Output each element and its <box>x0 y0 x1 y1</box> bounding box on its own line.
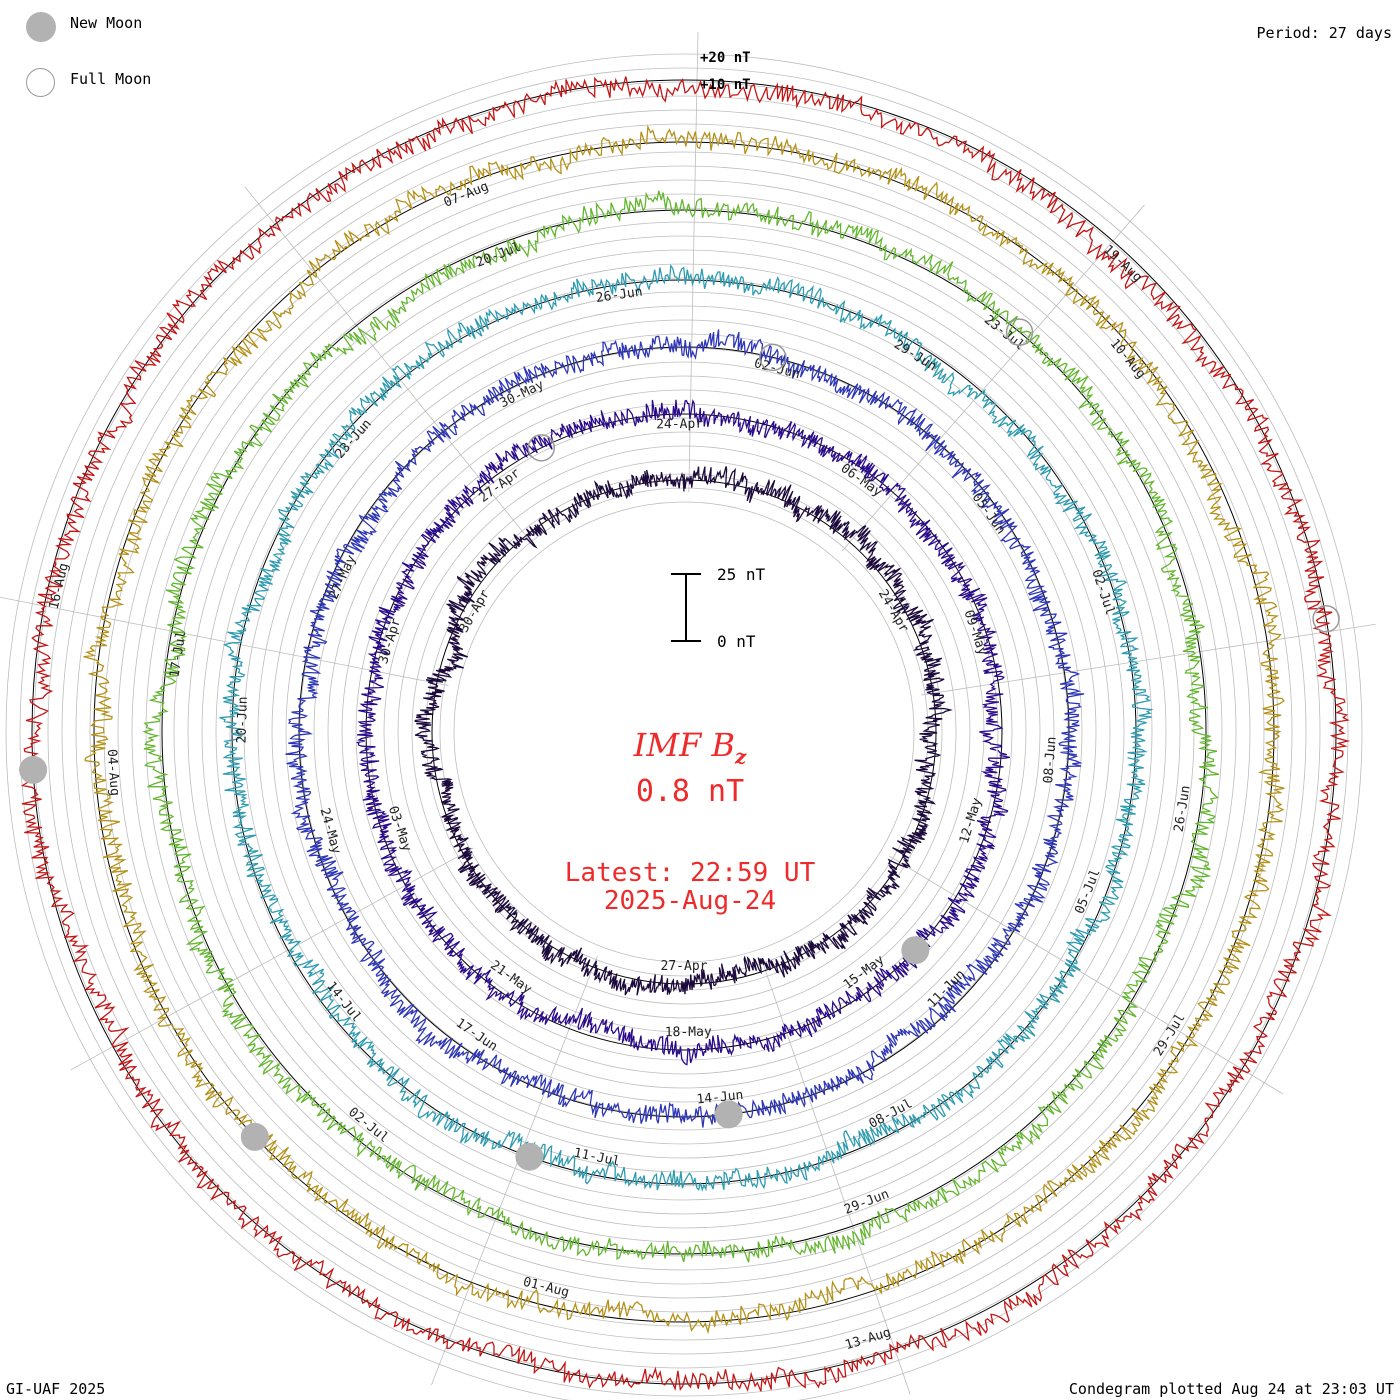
scale-bar-bottom-label: 0 nT <box>717 632 756 651</box>
grid-spoke <box>244 186 534 546</box>
grid-circle <box>453 501 915 963</box>
grid-circle <box>117 165 1251 1299</box>
grid-spoke <box>431 955 598 1386</box>
moon-markers <box>19 318 1340 1171</box>
date-label: 29-Jun <box>842 1187 891 1218</box>
parameter-title: IMF Bz <box>633 726 747 769</box>
full-moon-legend-label: Full Moon <box>70 70 152 88</box>
grid-circle <box>5 53 1363 1400</box>
date-label: 17-Jul <box>167 630 189 679</box>
grid-circle <box>355 403 1013 1061</box>
date-label: 02-Jul <box>345 1105 391 1146</box>
grid-circle <box>313 361 1055 1103</box>
grid-circle <box>341 389 1027 1075</box>
data-traces <box>18 76 1351 1392</box>
new-moon-legend-label: New Moon <box>70 14 143 32</box>
grid-spoke <box>0 596 449 686</box>
scale-bar: 25 nT 0 nT +20 nT +10 nT <box>671 50 766 651</box>
full-moon-marker <box>1005 318 1034 346</box>
trace-loop-6 <box>83 124 1285 1335</box>
date-label: 29-Jul <box>1151 1011 1189 1059</box>
grid-circle <box>257 305 1111 1159</box>
date-label: 04-Aug <box>104 749 122 797</box>
credit-label: GI-UAF 2025 <box>6 1380 106 1398</box>
grid-circle <box>397 445 971 1019</box>
full-moon-marker <box>1312 605 1340 633</box>
scale-bar-top-label: 25 nT <box>717 565 766 584</box>
date-label: 24-Apr <box>656 417 703 433</box>
grid-circle <box>201 249 1167 1215</box>
date-label: 08-Jun <box>1041 736 1060 784</box>
outer-scale-label-20: +20 nT <box>700 50 751 66</box>
date-label: 26-Jun <box>595 284 644 306</box>
date-label: 13-Aug <box>843 1325 892 1353</box>
new-moon-marker <box>714 1100 743 1129</box>
grid-circle <box>229 277 1139 1187</box>
date-label: 18-May <box>665 1025 712 1041</box>
latest-time: Latest: 22:59 UT <box>564 858 816 888</box>
grid-circle <box>47 95 1321 1369</box>
grid-circle <box>187 235 1181 1229</box>
date-label: 24-Apr <box>875 587 912 635</box>
date-label: 03-May <box>385 804 414 853</box>
grid-circle <box>131 179 1237 1285</box>
grid-circle <box>411 459 957 1005</box>
grid-circle <box>285 333 1083 1131</box>
plotted-timestamp: Condegram plotted Aug 24 at 23:03 UT <box>1068 1380 1394 1398</box>
new-moon-marker <box>240 1122 269 1151</box>
trace-loop-3 <box>285 329 1085 1128</box>
grid-circle <box>271 319 1097 1145</box>
full-moon-marker <box>527 434 556 462</box>
new-moon-marker <box>515 1142 544 1171</box>
polar-grid <box>0 32 1376 1400</box>
date-label: 02-Jul <box>1088 568 1117 617</box>
grid-circle <box>369 417 999 1047</box>
trace-loop-1 <box>414 466 953 996</box>
grid-spoke <box>70 847 474 1071</box>
date-label: 05-Jul <box>1072 867 1103 916</box>
date-label: 14-Jul <box>323 979 364 1025</box>
new-moon-marker <box>19 755 48 784</box>
new-moon-marker <box>901 936 930 965</box>
grid-spoke <box>921 623 1376 696</box>
grid-circle <box>61 109 1307 1355</box>
grid-circle <box>75 123 1293 1341</box>
trace-loop-5 <box>142 190 1220 1263</box>
date-label: 11-Jul <box>572 1146 621 1170</box>
full-moon-marker <box>759 343 787 372</box>
grid-circle <box>243 291 1125 1173</box>
loop-baseline <box>93 141 1275 1323</box>
date-label: 30-Apr <box>457 587 494 635</box>
latest-value: 0.8 nT <box>635 774 745 809</box>
grid-spoke <box>761 958 911 1395</box>
grid-spoke <box>841 204 1145 552</box>
trace-loop-7 <box>18 76 1351 1392</box>
outer-scale-label-10: +10 nT <box>700 77 751 93</box>
trace-loop-2 <box>356 399 1010 1066</box>
latest-date: 2025-Aug-24 <box>603 886 777 916</box>
date-label: 20-Jun <box>235 696 251 743</box>
loop-baseline <box>161 209 1207 1255</box>
date-label: 01-Aug <box>521 1275 570 1301</box>
date-label: 27-Apr <box>661 959 708 974</box>
date-label: 30-Apr <box>376 616 404 665</box>
full-moon-legend-icon <box>26 68 55 97</box>
grid-spoke <box>889 855 1284 1095</box>
date-label: 21-May <box>487 958 534 997</box>
grid-circle <box>215 263 1153 1201</box>
trace-loop-4 <box>219 264 1154 1192</box>
grid-circle <box>19 67 1349 1397</box>
date-label: 26-Jun <box>1172 784 1194 833</box>
period-label: Period: 27 days <box>1256 24 1392 42</box>
grid-circle <box>327 375 1041 1089</box>
date-label: 29-Jun <box>891 337 939 374</box>
new-moon-legend-icon <box>26 12 56 42</box>
